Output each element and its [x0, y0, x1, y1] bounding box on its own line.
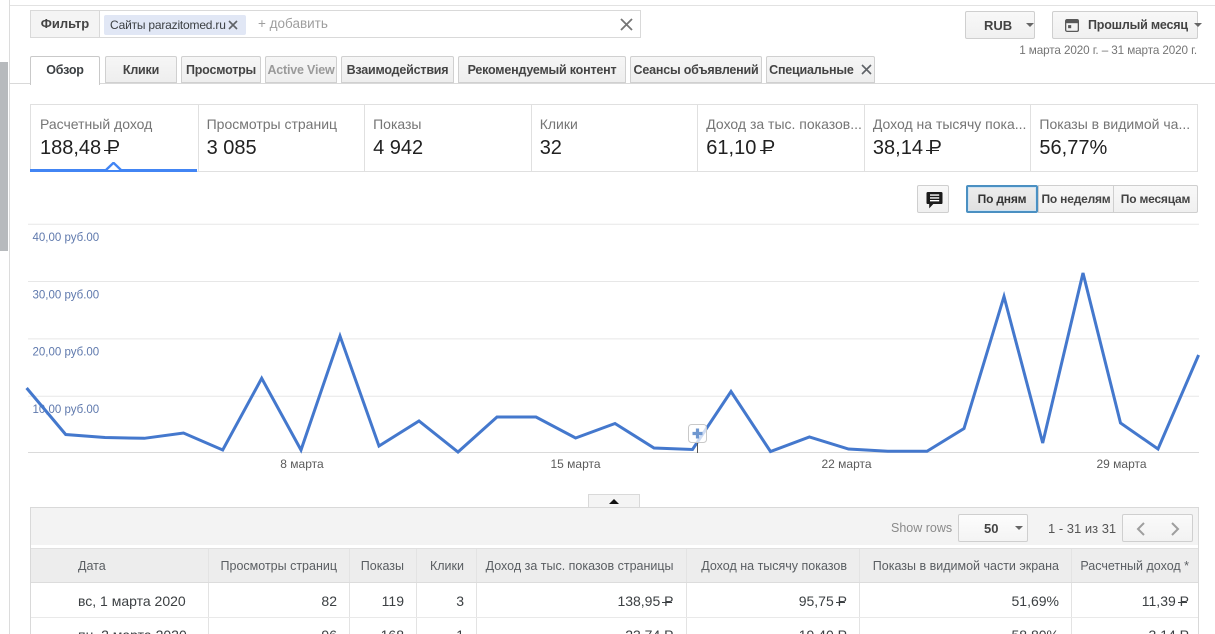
- svg-text:8 марта: 8 марта: [280, 457, 324, 471]
- svg-text:20,00 руб.00: 20,00 руб.00: [33, 347, 100, 359]
- svg-text:29 марта: 29 марта: [1096, 457, 1146, 471]
- svg-text:22 марта: 22 марта: [821, 457, 871, 471]
- svg-text:40,00 руб.00: 40,00 руб.00: [33, 232, 100, 244]
- svg-text:15 марта: 15 марта: [550, 457, 600, 471]
- svg-text:30,00 руб.00: 30,00 руб.00: [33, 289, 100, 301]
